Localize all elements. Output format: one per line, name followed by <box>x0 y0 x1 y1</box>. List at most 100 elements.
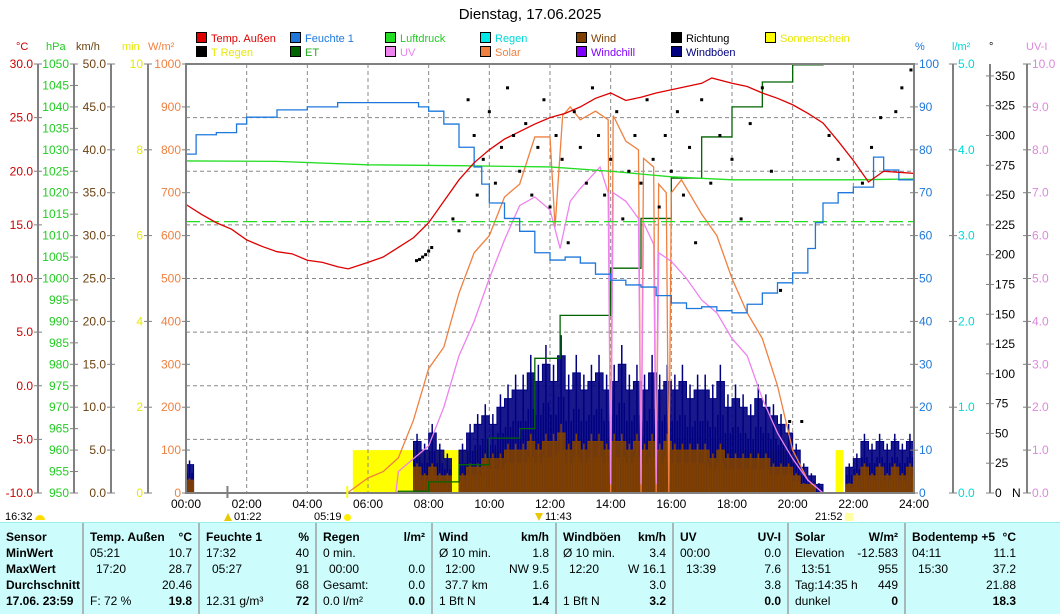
axis-label-hum: 90 <box>919 100 933 114</box>
cell-value: W 16.1 <box>627 562 666 576</box>
axis-label-pressure: 950 <box>49 486 69 500</box>
legend-swatch <box>196 46 207 57</box>
astro-marker: 21:52 <box>815 512 853 523</box>
axis-label-rain: 0.0 <box>958 486 975 500</box>
axis-label-sun: 6 <box>136 229 143 243</box>
cell-label: Tag:14:35 h <box>795 578 858 592</box>
direction-point <box>427 249 431 253</box>
legend-item: Sonnenschein <box>765 32 850 45</box>
legend-label: Richtung <box>686 33 730 45</box>
astro-marker: 16:32 <box>5 512 45 523</box>
legend-label: Wind <box>591 33 617 45</box>
axis-label-dir: 0 <box>995 486 1002 500</box>
axis-label-dir: 250 <box>995 188 1015 202</box>
direction-point <box>639 181 643 185</box>
cell-label: F: 72 % <box>90 594 132 608</box>
legend-swatch <box>576 46 587 57</box>
legend-swatch <box>385 46 396 57</box>
legend-item: Windchill <box>576 46 635 59</box>
axis-label-solar: 500 <box>161 272 181 286</box>
axis-label-pressure: 990 <box>49 314 69 328</box>
legend-swatch <box>480 32 491 43</box>
table-column: UV UV-I 00:00 0.0 13:39 7.6 3.8 0.0 <box>674 523 789 614</box>
x-axis-label: 04:00 <box>292 497 322 511</box>
axis-label-dir: 300 <box>995 129 1015 143</box>
axis-unit-solar: W/m² <box>148 41 175 53</box>
direction-point <box>681 193 685 197</box>
axis-label-pressure: 1005 <box>42 250 69 264</box>
legend-item: Wind <box>576 32 616 45</box>
direction-point <box>769 169 773 173</box>
x-axis-label: 14:00 <box>596 497 626 511</box>
axis-label-uv: 4.0 <box>1032 314 1049 328</box>
axis-label-pressure: 960 <box>49 443 69 457</box>
axis-label-solar: 0 <box>174 486 181 500</box>
table-column: Feuchte 1% 17:32 40 05:27 91 68 12.31 g/m³ 72 <box>200 523 317 614</box>
direction-point <box>457 229 461 233</box>
axis-unit-temp: °C <box>16 41 29 53</box>
sensor-label: Durchschnitt <box>6 578 81 592</box>
legend-item: Regen <box>480 32 527 45</box>
cell-value: 1.4 <box>532 594 549 608</box>
axis-label-rain: 2.0 <box>958 314 975 328</box>
cell-label: Ø 10 min. <box>439 546 492 560</box>
table-row: 15:30 37.2 <box>906 561 1022 577</box>
cell-value: 0.0 <box>408 578 425 592</box>
direction-point <box>536 145 540 149</box>
legend-label: Luftdruck <box>400 33 446 45</box>
astro-marker: 01:22 <box>224 512 262 523</box>
table-row: 05:27 91 <box>200 561 315 577</box>
direction-point <box>657 205 661 209</box>
cell-label: 13:51 <box>801 562 832 576</box>
direction-point <box>524 122 528 126</box>
direction-point <box>730 157 734 161</box>
cell-value: 28.7 <box>168 562 192 576</box>
direction-point <box>548 205 552 209</box>
table-row: Durchschnitt <box>0 577 82 593</box>
column-unit: km/h <box>637 530 666 544</box>
direction-point <box>560 157 564 161</box>
table-column: Temp. Außen °C 05:21 10.7 17:20 28.7 20.46 F: 7… <box>84 523 200 614</box>
series-temp-au-en <box>185 77 915 270</box>
axis-unit-dir: ° <box>989 41 994 53</box>
table-column: Bodentemp +5 °C 04:11 11.1 15:30 37.2 21.88 18.… <box>906 523 1022 614</box>
table-row: 12:20 W 16.1 <box>557 561 672 577</box>
axis-unit-hum: % <box>915 41 925 53</box>
column-unit: km/h <box>520 530 549 544</box>
table-row: 17:20 28.7 <box>84 561 198 577</box>
marker-time: 05:19 <box>314 511 342 523</box>
axis-label-sun: 0 <box>136 486 143 500</box>
table-row: Ø 10 min. 1.8 <box>433 545 555 561</box>
sensor-label: 17.06. 23:59 <box>6 594 74 608</box>
cell-value: 68 <box>295 578 309 592</box>
table-row: 00:00 0.0 <box>674 545 787 561</box>
direction-point <box>688 145 692 149</box>
axis-label-hum: 60 <box>919 229 933 243</box>
table-row: 17.06. 23:59 <box>0 593 82 609</box>
cell-label: 37.7 km <box>445 578 488 592</box>
axis-label-solar: 800 <box>161 143 181 157</box>
cell-label: 17:32 <box>206 546 237 560</box>
cell-value: 1.8 <box>532 546 549 560</box>
axis-label-temp: 5.0 <box>16 325 33 339</box>
legend-label: Windböen <box>686 47 736 59</box>
direction-point <box>512 134 516 137</box>
axis-label-solar: 700 <box>161 186 181 200</box>
column-header: Feuchte 1 <box>206 530 263 544</box>
axis-label-dir: 275 <box>995 158 1015 172</box>
axis-unit-rain: l/m² <box>952 41 971 53</box>
table-row: Sensor <box>0 529 82 545</box>
direction-point <box>597 134 601 137</box>
axis-label-solar: 600 <box>161 229 181 243</box>
axis-label-rain: 5.0 <box>958 57 975 71</box>
legend-item: Solar <box>480 46 521 59</box>
direction-point <box>451 217 455 221</box>
direction-point <box>584 181 588 185</box>
axis-label-solar: 900 <box>161 100 181 114</box>
cell-label: 00:00 <box>680 546 711 560</box>
direction-point <box>739 217 743 221</box>
axis-label-temp: 0.0 <box>16 379 33 393</box>
series-solar <box>346 105 914 494</box>
table-header-row: Regen l/m² <box>317 529 431 545</box>
series-feuchte-1 <box>186 101 915 314</box>
